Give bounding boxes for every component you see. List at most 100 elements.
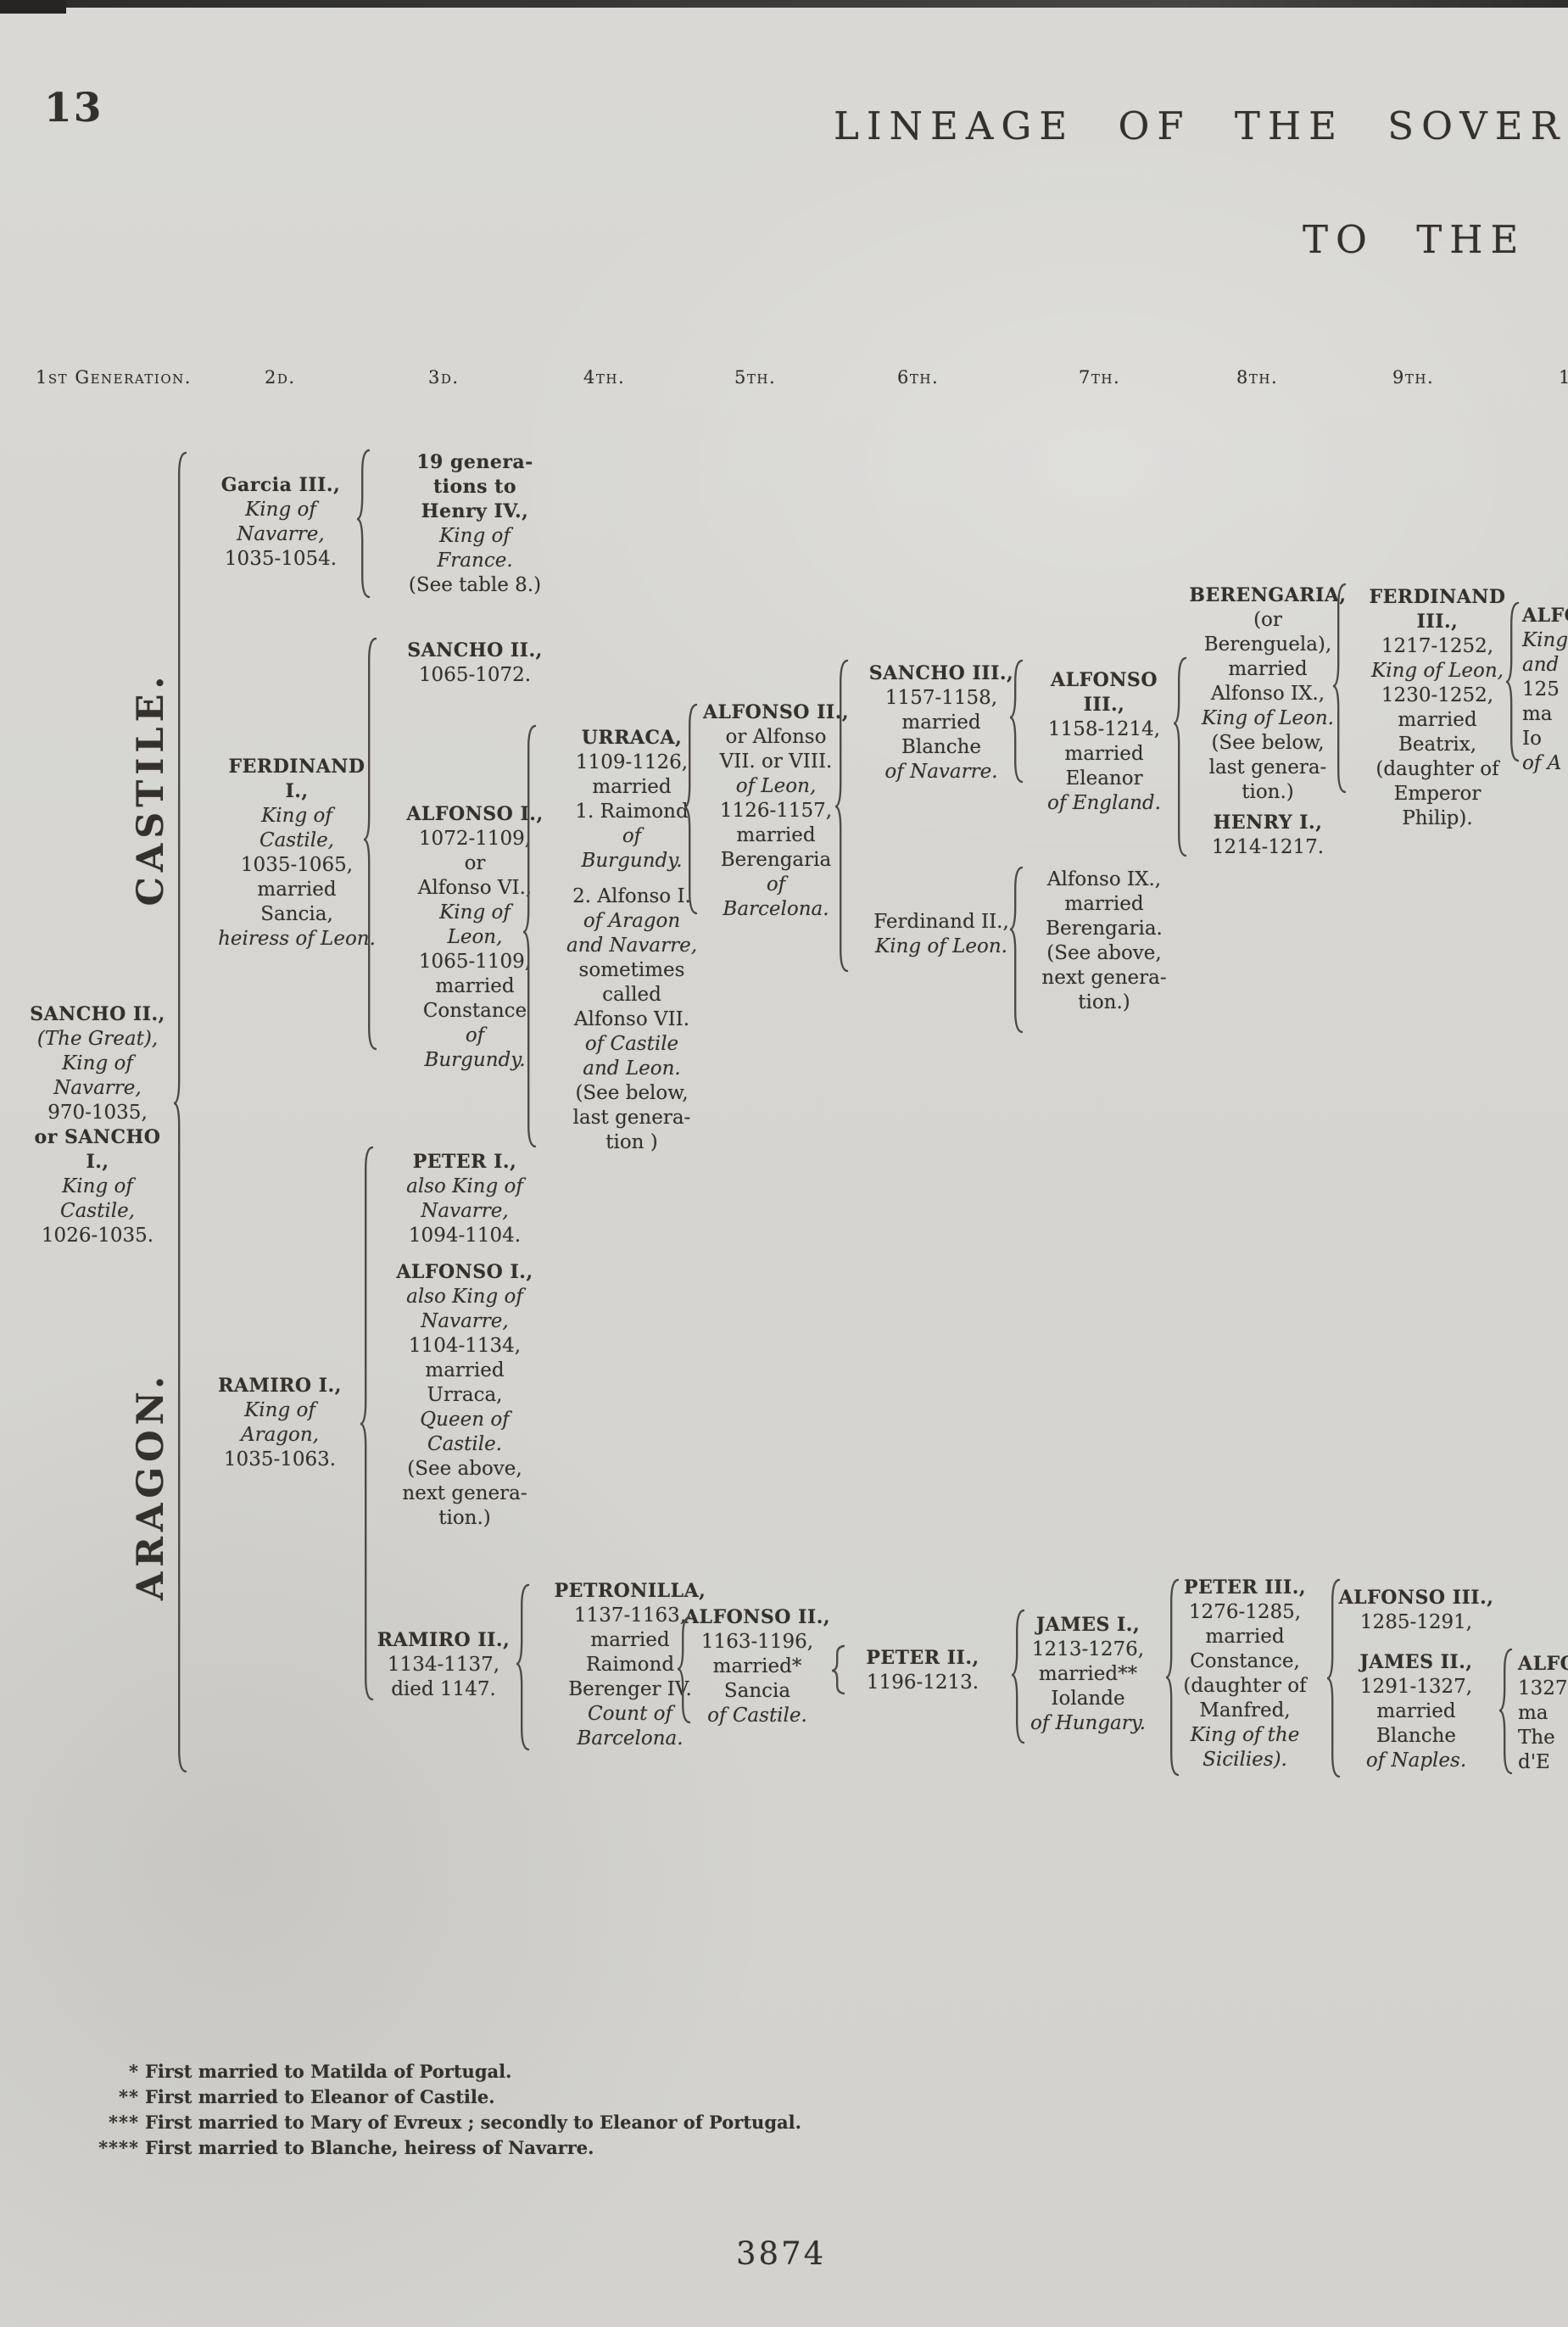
person-block-ferdinand-iii: FERDINAND III., 1217-1252, King of Leon, 12… — [1357, 585, 1518, 831]
genealogy-brace — [677, 1616, 691, 1724]
text-line: heiress of Leon. — [218, 928, 376, 950]
text-line: tion.) — [1078, 991, 1130, 1013]
genealogy-brace — [173, 451, 187, 1773]
text-line: Sancia — [723, 1680, 791, 1702]
text-line: PETER I., — [412, 1151, 517, 1173]
text-line: next genera- — [402, 1482, 527, 1504]
text-line: and Leon. — [583, 1057, 681, 1080]
text-line: 125 — [1522, 678, 1560, 700]
generation-header: 4th. — [583, 367, 626, 388]
text-line: Alfonso IX., — [1210, 683, 1325, 705]
person-block-james-i: JAMES I., 1213-1276, married** Iolande of Hu… — [1009, 1613, 1167, 1736]
text-line: married — [901, 711, 981, 734]
text-line: 1065-1072. — [418, 664, 532, 686]
text-line: 1214-1217. — [1211, 836, 1325, 858]
genealogy-brace — [356, 449, 371, 599]
person-block-sancho-ii-great: SANCHO II., (The Great), King of Navarre, 97… — [21, 1002, 174, 1248]
footnote: ** First married to Eleanor of Castile. — [95, 2084, 801, 2110]
text-line: or Alfonso — [725, 726, 827, 748]
text-line: Blanche — [1375, 1725, 1457, 1747]
text-line: 1035-1063. — [223, 1448, 337, 1470]
generation-header: 3d. — [428, 367, 460, 388]
text-line: tion.) — [438, 1507, 491, 1529]
text-line: ALFONSO I., — [396, 1261, 533, 1283]
text-line: PETRONILLA, — [554, 1580, 706, 1602]
section-label-aragon: ARAGON. — [130, 1370, 172, 1601]
text-line: last genera- — [572, 1107, 691, 1129]
text-line: King of — [439, 525, 511, 547]
text-line: 1026-1035. — [41, 1225, 154, 1247]
footnote-text: First married to Blanche, heiress of Nav… — [145, 2137, 594, 2158]
text-line: Alfonso IX., — [1046, 868, 1162, 890]
person-block-ramiro-i: RAMIRO I., King of Aragon, 1035-1063. — [204, 1374, 356, 1472]
person-block-ferdinand-i: FERDINAND I., King of Castile, 1035-1065, ma… — [216, 755, 377, 951]
text-line: tion ) — [605, 1131, 658, 1153]
text-line: Navarre, — [421, 1310, 509, 1332]
text-line: Sancia, — [260, 903, 333, 925]
text-line: of — [766, 873, 786, 896]
text-line: 1163-1196, — [700, 1631, 814, 1653]
text-line: FERDINAND III., — [1369, 586, 1506, 633]
text-line: next genera- — [1041, 967, 1167, 989]
footnote-mark: ** — [119, 2086, 139, 2107]
text-line: (See above, — [1046, 942, 1162, 964]
text-line: Castile, — [259, 829, 334, 851]
text-line: Berenger IV. — [568, 1678, 692, 1700]
text-line: VII. or VIII. — [719, 751, 833, 773]
text-line: married — [435, 975, 515, 997]
footnotes: * First married to Matilda of Portugal. **… — [95, 2059, 801, 2161]
genealogy-brace — [360, 1146, 374, 1701]
text-line: tions to — [432, 476, 517, 498]
text-line: Manfred, — [1199, 1699, 1291, 1722]
footnote-text: First married to Eleanor of Castile. — [145, 2086, 495, 2107]
text-line: King of — [245, 499, 316, 521]
text-line: married — [1205, 1626, 1285, 1648]
text-line: RAMIRO I., — [218, 1375, 342, 1397]
person-block-alfonso-ix: Alfonso IX., married Berengaria. (See above… — [1024, 868, 1185, 1015]
text-line: Count of — [588, 1703, 672, 1725]
footnote-text: First married to Mary of Evreux ; second… — [145, 2112, 801, 2133]
genealogy-brace — [1009, 866, 1024, 1034]
text-line: BERENGARIA, — [1189, 584, 1347, 606]
text-line: Castile. — [427, 1433, 502, 1455]
generation-header: 5th. — [734, 367, 777, 388]
generation-header: 9th. — [1392, 367, 1435, 388]
text-line: Garcia III., — [220, 474, 341, 496]
text-line: 1230-1252, — [1381, 684, 1494, 706]
person-block-peter-iii: PETER III., 1276-1285, married Constance, (d… — [1166, 1576, 1324, 1772]
generation-header: 2d. — [265, 367, 296, 388]
person-block-alfonso-iii-1285: ALFONSO III., 1285-1291, — [1337, 1586, 1495, 1635]
person-block-alfonso-iii-1158: ALFONSO III., 1158-1214, married Eleanor of … — [1028, 668, 1180, 816]
text-line: Beatrix, — [1398, 734, 1477, 756]
text-line: RAMIRO II., — [377, 1629, 511, 1651]
text-line: of — [465, 1024, 485, 1046]
text-line: Castile, — [60, 1200, 135, 1222]
text-line: Iolande — [1051, 1688, 1125, 1710]
person-block-ramiro-ii: RAMIRO II., 1134-1137, died 1147. — [367, 1628, 520, 1702]
person-block-peter-ii: PETER II., 1196-1213. — [846, 1646, 999, 1695]
section-label-castile: CASTILE. — [130, 671, 172, 907]
text-line: married** — [1038, 1663, 1138, 1685]
footnote-mark: **** — [98, 2137, 139, 2158]
text-line: ALFONSO III., — [1338, 1587, 1494, 1609]
person-block-garcia-iii: Garcia III., King of Navarre, 1035-1054. — [204, 473, 357, 572]
text-line: ALFONSO III., — [1051, 669, 1158, 716]
text-line: Sicilies). — [1203, 1749, 1287, 1771]
text-line: PETER II., — [866, 1647, 979, 1669]
text-line: last genera- — [1208, 756, 1327, 778]
text-line: JAMES I., — [1035, 1614, 1141, 1636]
text-line: married — [257, 879, 337, 901]
page-title-line2: TO THE UNI — [1303, 217, 1568, 262]
text-line: Constance, — [1190, 1650, 1300, 1672]
text-line: 2. Alfonso I. — [572, 885, 691, 907]
text-line: (or — [1253, 609, 1282, 631]
text-line: sometimes — [578, 959, 685, 981]
person-block-henry-i: HENRY I., 1214-1217. — [1191, 811, 1344, 860]
text-line: 1134-1137, — [387, 1654, 500, 1676]
text-line: Aragon, — [240, 1424, 319, 1446]
text-line: of England. — [1047, 792, 1161, 814]
text-line: also King of — [406, 1286, 523, 1308]
text-line: 1065-1109, — [418, 951, 532, 973]
text-line: King of Leon. — [875, 935, 1007, 957]
